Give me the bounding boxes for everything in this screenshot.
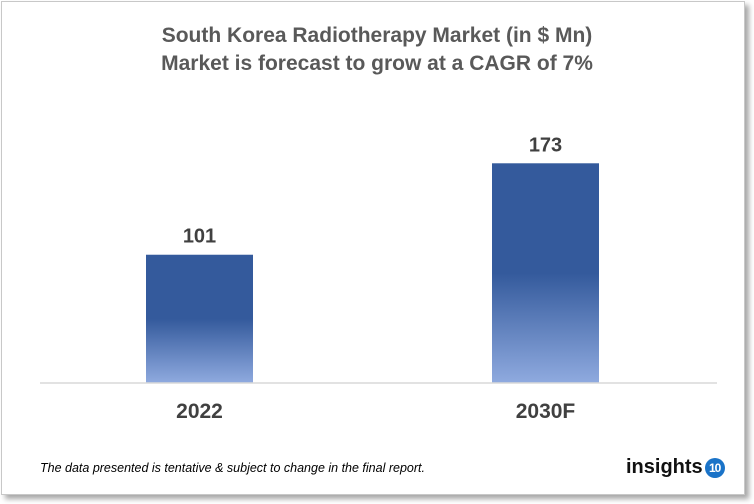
x-tick-label: 2022 xyxy=(176,400,223,423)
x-tick-label: 2030F xyxy=(516,400,576,423)
data-label: 173 xyxy=(529,134,562,156)
bar-2022 xyxy=(146,254,253,383)
chart-frame xyxy=(1,1,745,495)
insights10-logo: insights 10 xyxy=(626,456,725,479)
logo-badge: 10 xyxy=(704,457,725,478)
chart-subtitle: Market is forecast to grow at a CAGR of … xyxy=(161,52,593,75)
data-label: 101 xyxy=(183,226,216,248)
disclaimer-note: The data presented is tentative & subjec… xyxy=(40,461,425,475)
bar-2030F xyxy=(492,163,599,383)
chart-title: South Korea Radiotherapy Market (in $ Mn… xyxy=(161,24,593,47)
logo-text: insights xyxy=(626,456,703,478)
